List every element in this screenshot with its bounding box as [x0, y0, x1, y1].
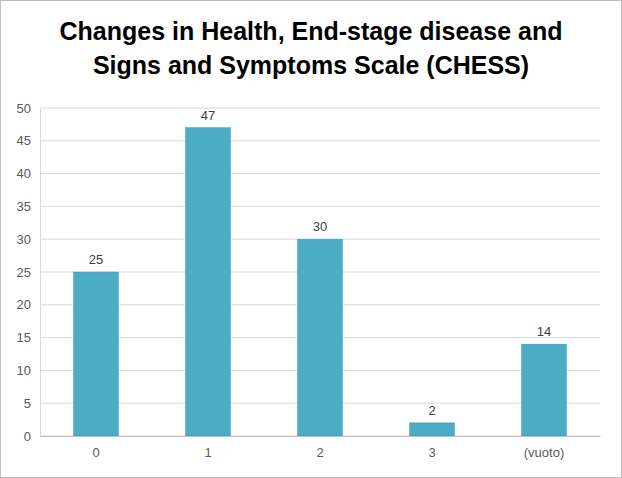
bar [522, 344, 567, 436]
y-tick-label: 25 [17, 265, 31, 280]
y-tick: 15 [17, 330, 40, 345]
y-tick-label: 15 [17, 330, 31, 345]
data-label: 14 [537, 324, 551, 339]
y-tick-label: 10 [17, 363, 31, 378]
grid-line [40, 140, 600, 141]
bar [74, 272, 119, 436]
y-axis: 0 5 10 15 20 25 30 35 40 45 50 [17, 101, 41, 444]
y-tick: 35 [17, 199, 40, 214]
bars [74, 128, 567, 436]
y-tick-label: 30 [17, 232, 31, 247]
y-tick-label: 5 [24, 396, 31, 411]
y-tick-label: 45 [17, 133, 31, 148]
x-tick-label: 1 [204, 445, 211, 460]
y-tick: 45 [17, 133, 40, 148]
data-label: 2 [428, 403, 435, 418]
data-label: 25 [89, 252, 103, 267]
y-tick: 25 [17, 265, 40, 280]
x-axis-line [41, 436, 601, 437]
y-tick-label: 20 [17, 297, 31, 312]
data-label: 30 [313, 219, 327, 234]
y-tick: 30 [17, 232, 40, 247]
x-tick: 3 [428, 436, 435, 460]
chart-title: Changes in Health, End-stage disease and… [41, 14, 581, 82]
y-tick: 40 [17, 166, 40, 181]
x-tick-label: 0 [92, 445, 99, 460]
x-tick-label: (vuoto) [524, 445, 564, 460]
bar [186, 128, 231, 436]
x-tick: 1 [204, 436, 211, 460]
y-tick-label: 0 [24, 429, 31, 444]
x-axis: 0 1 2 3 (vuoto) [41, 436, 601, 460]
y-tick: 0 [24, 429, 40, 444]
x-tick: (vuoto) [524, 436, 564, 460]
y-tick-label: 40 [17, 166, 31, 181]
x-tick-label: 2 [316, 445, 323, 460]
x-tick: 0 [92, 436, 99, 460]
grid-line [40, 206, 600, 207]
bar [410, 423, 455, 436]
y-tick-label: 50 [17, 101, 31, 116]
chart-svg: 0 5 10 15 20 25 30 35 40 45 50 0 1 2 3 (vuoto) 25 47 30 2 14 [0, 0, 622, 478]
x-tick: 2 [316, 436, 323, 460]
grid [40, 108, 600, 436]
y-tick: 10 [17, 363, 40, 378]
grid-line [40, 173, 600, 174]
data-label: 47 [201, 108, 215, 123]
y-tick: 5 [24, 396, 40, 411]
y-axis-line [40, 109, 41, 437]
y-tick-label: 35 [17, 199, 31, 214]
bar [298, 239, 343, 436]
grid-line [40, 108, 600, 109]
y-tick: 50 [17, 101, 40, 116]
data-labels: 25 47 30 2 14 [89, 108, 551, 418]
x-tick-label: 3 [428, 445, 435, 460]
plot-area: 0 5 10 15 20 25 30 35 40 45 50 0 1 2 3 (vuoto) 25 47 30 2 14 [17, 101, 601, 461]
y-tick: 20 [17, 297, 40, 312]
